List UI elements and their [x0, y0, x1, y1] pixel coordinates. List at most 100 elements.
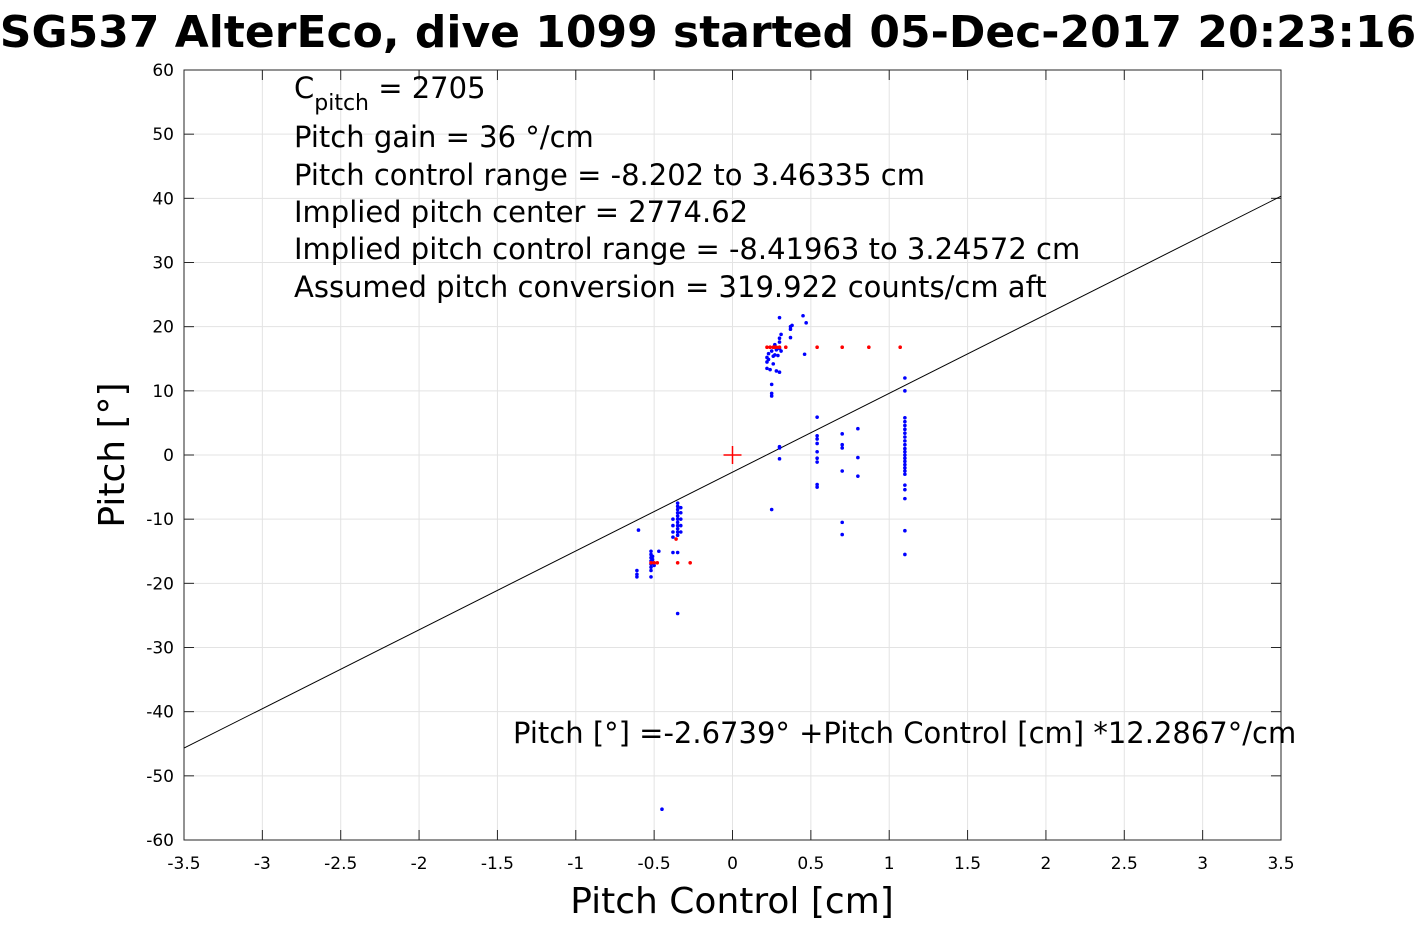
x-tick-label: -3 — [254, 854, 271, 874]
x-tick-label: -2.5 — [324, 854, 357, 874]
data-point-blue — [840, 469, 844, 473]
x-tick-label: 1 — [884, 854, 895, 874]
y-tick-label: -50 — [146, 767, 174, 787]
data-point-blue — [678, 530, 683, 534]
data-point-blue — [815, 460, 819, 464]
data-point-blue — [779, 349, 783, 353]
data-point-blue — [766, 351, 771, 356]
data-point-blue — [777, 446, 782, 450]
data-point-blue — [903, 472, 907, 477]
c-pitch-subscript: pitch — [314, 91, 369, 116]
data-point-blue — [678, 517, 683, 521]
data-point-blue — [649, 575, 653, 579]
data-point-blue — [777, 315, 782, 320]
y-tick-label: 40 — [152, 189, 174, 209]
center-marker — [723, 446, 742, 464]
data-point-blue — [815, 415, 819, 419]
plot-frame — [183, 69, 1282, 841]
data-point-red — [777, 345, 782, 350]
data-point-blue — [769, 382, 774, 387]
data-point-blue — [675, 517, 680, 521]
data-point-blue — [635, 568, 639, 573]
data-point-blue — [903, 528, 907, 533]
data-point-red — [655, 561, 660, 565]
x-axis-label: Pitch Control [cm] — [570, 881, 894, 922]
data-point-blue — [903, 419, 907, 424]
x-tick-label: 2.5 — [1111, 854, 1138, 874]
data-point-blue — [903, 431, 907, 435]
data-point-blue — [675, 507, 680, 512]
data-point-red — [783, 345, 788, 350]
x-tick-label: -1.5 — [481, 854, 514, 874]
data-point-blue — [774, 369, 779, 373]
data-point-blue — [649, 568, 653, 573]
data-point-blue — [903, 435, 907, 439]
x-tick-label: -3.5 — [167, 854, 200, 874]
x-tick-label: 2 — [1041, 854, 1052, 874]
data-point-blue — [802, 352, 807, 357]
data-point-blue — [815, 433, 819, 438]
data-point-blue — [903, 446, 907, 451]
data-point-blue — [779, 332, 783, 337]
data-point-blue — [766, 357, 771, 362]
x-tick-label: 3.5 — [1267, 854, 1294, 874]
data-point-blue — [660, 807, 664, 811]
data-point-red — [815, 345, 819, 350]
fit-line — [183, 195, 1282, 749]
c-pitch-value: = 2705 — [369, 71, 486, 105]
data-point-blue — [903, 456, 907, 461]
data-point-blue — [856, 426, 860, 431]
c-pitch-symbol: C — [294, 71, 314, 105]
data-point-blue — [815, 441, 819, 446]
data-point-blue — [652, 563, 656, 568]
y-axis-ticks: -60 -50 -40 -30 -20 -10 0 10 20 30 40 50 60 — [146, 61, 1281, 851]
chart-title: SG537 AlterEco, dive 1099 started 05-Dec… — [0, 7, 1416, 58]
implied-range-annotation: Implied pitch control range = -8.41963 t… — [294, 232, 1080, 266]
data-point-blue — [815, 449, 819, 454]
data-point-blue — [678, 510, 683, 515]
data-point-red — [840, 345, 844, 350]
x-tick-label: -2 — [411, 854, 428, 874]
data-point-blue — [856, 474, 860, 478]
x-tick-label: -0.5 — [638, 854, 671, 874]
data-point-blue — [768, 367, 772, 372]
data-point-blue — [815, 485, 819, 489]
data-point-red — [688, 561, 692, 565]
x-tick-label: 3 — [1197, 854, 1208, 874]
y-tick-label: -60 — [146, 831, 174, 851]
data-point-blue — [636, 528, 641, 532]
data-point-blue — [815, 456, 819, 461]
data-point-blue — [903, 487, 907, 492]
data-point-blue — [675, 510, 680, 515]
data-point-blue — [769, 507, 774, 512]
data-point-blue — [635, 572, 639, 577]
data-point-blue — [650, 554, 655, 559]
data-point-blue — [678, 523, 683, 528]
data-point-blue — [903, 415, 907, 420]
data-point-red — [675, 561, 680, 565]
data-point-blue — [903, 439, 907, 443]
data-point-blue — [675, 520, 680, 525]
data-point-blue — [903, 459, 907, 464]
data-point-blue — [769, 394, 774, 398]
data-point-blue — [788, 335, 793, 340]
x-tick-label: -1 — [567, 854, 584, 874]
data-point-blue — [903, 449, 907, 454]
y-tick-label: 20 — [152, 318, 174, 338]
pitch-gain-annotation: Pitch gain = 36 °/cm — [294, 120, 594, 154]
data-point-blue — [788, 327, 793, 332]
data-point-blue — [649, 565, 653, 570]
conversion-annotation: Assumed pitch conversion = 319.922 count… — [294, 270, 1047, 304]
data-point-red — [674, 537, 678, 541]
data-point-red — [898, 345, 902, 350]
data-point-blue — [840, 532, 844, 537]
data-point-blue — [675, 526, 680, 531]
data-point-blue — [777, 336, 782, 341]
data-point-blue — [650, 557, 655, 562]
data-point-blue — [815, 437, 819, 441]
data-point-blue — [840, 432, 844, 436]
data-point-blue — [675, 501, 680, 505]
data-point-blue — [903, 389, 907, 393]
data-points — [635, 313, 907, 811]
